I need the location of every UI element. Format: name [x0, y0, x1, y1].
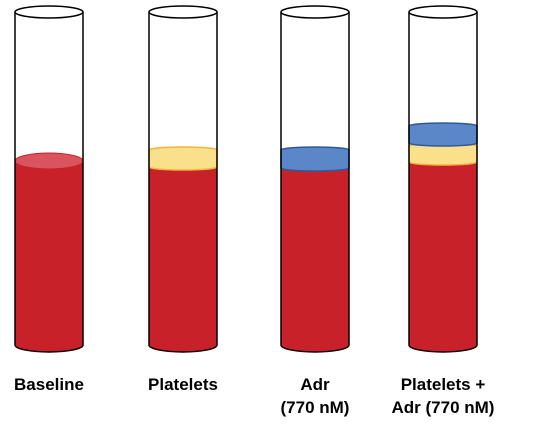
label-baseline: Baseline	[14, 375, 84, 394]
tube-rim	[14, 5, 84, 19]
tube-platelets	[148, 5, 218, 353]
tube-adr	[280, 5, 350, 353]
label-platelets-adr: Platelets + Adr (770 nM)	[391, 375, 495, 417]
tube-platelets-adr	[408, 5, 478, 353]
tube-rim	[148, 5, 218, 19]
tube-glass	[148, 12, 218, 353]
blood-column	[409, 162, 477, 352]
blood-column	[149, 167, 217, 352]
adr-layer	[280, 146, 350, 172]
label-platelets: Platelets	[148, 375, 218, 394]
tube-glass	[408, 12, 478, 353]
tube-baseline	[14, 5, 84, 353]
blood-column	[15, 161, 83, 352]
blood-column	[281, 168, 349, 352]
platelet-layer	[148, 146, 218, 171]
tube-rim	[408, 5, 478, 19]
tube-glass	[14, 12, 84, 353]
blood-surface	[14, 152, 84, 170]
adr-layer	[408, 122, 478, 147]
tube-glass	[280, 12, 350, 353]
label-adr: Adr (770 nM)	[280, 375, 350, 417]
tube-rim	[280, 5, 350, 19]
